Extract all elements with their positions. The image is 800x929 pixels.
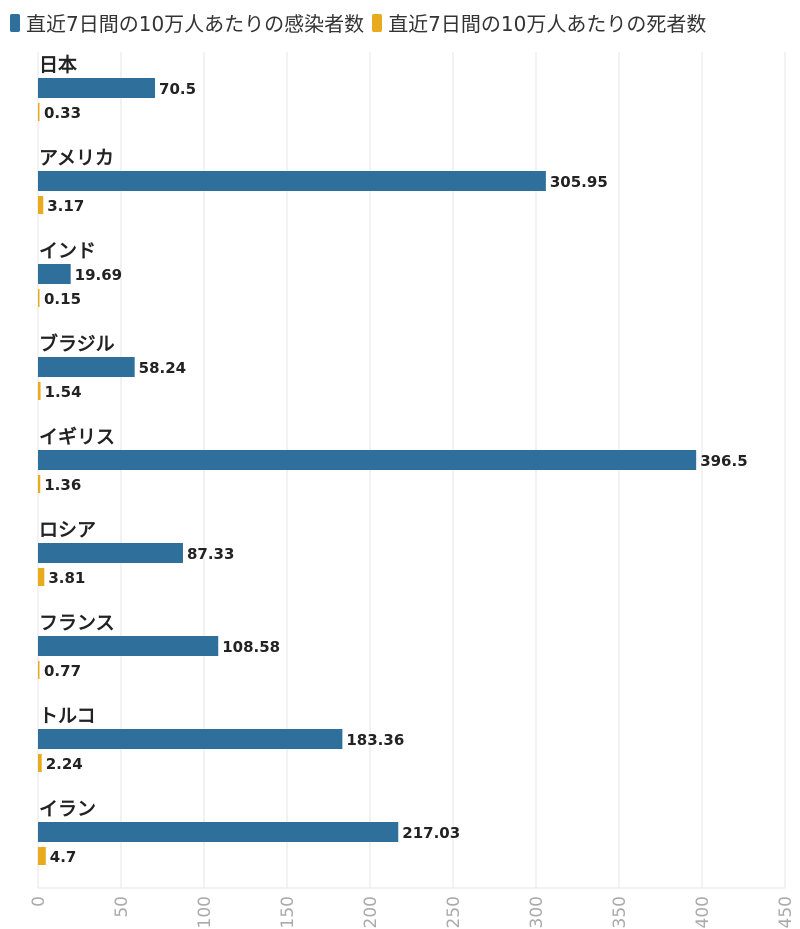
bar-deaths — [38, 382, 41, 400]
value-label-deaths: 3.81 — [48, 569, 85, 587]
bar-deaths — [38, 196, 44, 214]
bar-cases — [38, 264, 71, 284]
bar-deaths — [38, 568, 45, 586]
bar-cases — [38, 78, 156, 98]
value-label-cases: 396.5 — [700, 452, 747, 470]
bar-cases — [38, 171, 546, 191]
x-tick-label: 400 — [693, 896, 713, 928]
value-label-deaths: 4.7 — [50, 848, 77, 866]
bar-deaths — [38, 475, 41, 493]
bar-cases — [38, 636, 219, 656]
x-tick-label: 200 — [361, 896, 381, 928]
value-label-deaths: 2.24 — [46, 755, 83, 773]
bar-deaths — [38, 754, 42, 772]
value-label-cases: 19.69 — [75, 266, 122, 284]
category-label: フランス — [39, 612, 115, 634]
x-tick-label: 150 — [278, 896, 298, 928]
value-label-cases: 217.03 — [402, 824, 460, 842]
value-label-cases: 108.58 — [222, 638, 280, 656]
value-label-cases: 183.36 — [346, 731, 404, 749]
bar-deaths — [38, 847, 46, 865]
value-label-deaths: 0.77 — [44, 662, 81, 680]
value-label-deaths: 0.15 — [44, 290, 81, 308]
category-label: ブラジル — [39, 332, 115, 355]
value-label-cases: 87.33 — [187, 545, 234, 563]
legend-swatch-cases — [10, 13, 20, 32]
legend-item-deaths[interactable]: 直近7日間の10万人あたりの死者数 — [372, 8, 706, 37]
value-label-deaths: 3.17 — [47, 197, 84, 215]
value-label-deaths: 0.33 — [44, 104, 81, 122]
legend-swatch-deaths — [372, 13, 383, 32]
x-tick-label: 50 — [112, 896, 132, 918]
value-label-deaths: 1.54 — [45, 383, 82, 401]
x-tick-label: 250 — [444, 896, 464, 928]
category-label: インド — [39, 240, 96, 262]
bar-cases — [38, 822, 399, 842]
x-tick-label: 450 — [776, 896, 796, 928]
category-label: ロシア — [39, 519, 96, 541]
x-tick-label: 350 — [610, 896, 630, 928]
category-label: イラン — [39, 798, 96, 820]
category-label: 日本 — [39, 53, 77, 76]
bar-cases — [38, 729, 343, 749]
bar-cases — [38, 543, 183, 563]
category-label: イギリス — [39, 426, 115, 448]
value-label-cases: 70.5 — [159, 80, 196, 98]
bar-deaths — [38, 103, 40, 121]
bar-cases — [38, 357, 135, 377]
bar-deaths — [38, 661, 40, 679]
x-tick-label: 300 — [527, 896, 547, 928]
legend-item-cases[interactable]: 直近7日間の10万人あたりの感染者数 — [10, 8, 364, 37]
value-label-cases: 305.95 — [550, 173, 608, 191]
category-label: トルコ — [39, 705, 96, 727]
bar-deaths — [38, 289, 40, 307]
x-tick-label: 100 — [195, 896, 215, 928]
category-label: アメリカ — [39, 147, 114, 169]
legend-label-deaths: 直近7日間の10万人あたりの死者数 — [388, 12, 707, 36]
value-label-deaths: 1.36 — [44, 476, 81, 494]
x-tick-label: 0 — [29, 896, 49, 907]
legend: 直近7日間の10万人あたりの感染者数 直近7日間の10万人あたりの死者数 — [10, 8, 714, 37]
bar-cases — [38, 450, 697, 470]
legend-label-cases: 直近7日間の10万人あたりの感染者数 — [26, 12, 365, 36]
value-label-cases: 58.24 — [139, 359, 186, 377]
